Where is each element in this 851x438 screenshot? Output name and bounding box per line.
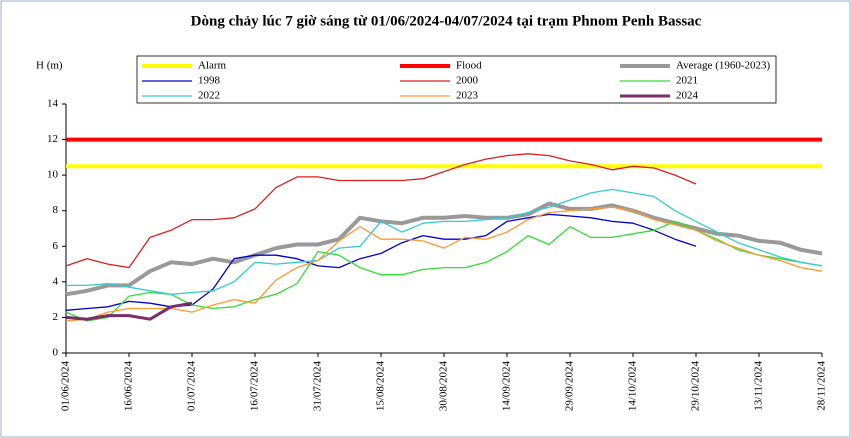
y-tick-label: 0 [53,347,59,359]
chart-title: Dòng chảy lúc 7 giờ sáng từ 01/06/2024-0… [191,13,702,29]
series-line [65,206,823,322]
series-line [65,153,697,269]
x-tick-label: 16/06/2024 [123,361,135,412]
x-tick-label: 28/11/2024 [816,361,828,411]
legend-label: Flood [456,60,482,72]
x-tick-label: 01/06/2024 [60,361,72,412]
y-tick-label: 6 [53,240,59,252]
y-tick-label: 10 [47,169,59,181]
x-tick-label: 29/09/2024 [564,361,576,412]
y-axis-label: H (m) [36,60,63,72]
x-tick-label: 29/10/2024 [690,361,702,412]
x-tick-label: 31/07/2024 [312,361,324,412]
x-tick-label: 14/10/2024 [627,361,639,412]
legend-label: 2021 [676,75,698,87]
y-tick-label: 2 [53,311,59,323]
legend-label: 1998 [198,75,221,87]
legend-label: 2000 [456,75,479,87]
legend-label: Alarm [198,60,227,72]
y-tick-label: 14 [47,98,59,110]
x-tick-label: 13/11/2024 [753,361,765,411]
y-tick-label: 12 [47,133,58,145]
y-tick-label: 8 [53,204,59,216]
series-line [66,188,823,295]
x-tick-label: 01/07/2024 [186,361,198,412]
x-tick-label: 16/07/2024 [249,361,261,412]
x-tick-label: 14/09/2024 [501,361,513,412]
x-tick-label: 30/08/2024 [438,361,450,412]
legend-label: 2023 [456,90,479,102]
y-tick-label: 4 [53,275,59,287]
legend-label: 2024 [676,90,699,102]
legend-label: 2022 [198,90,220,102]
x-tick-label: 15/08/2024 [375,361,387,412]
series-line [65,301,193,321]
series-line [65,201,823,297]
legend-label: Average (1960-2023) [676,60,771,72]
